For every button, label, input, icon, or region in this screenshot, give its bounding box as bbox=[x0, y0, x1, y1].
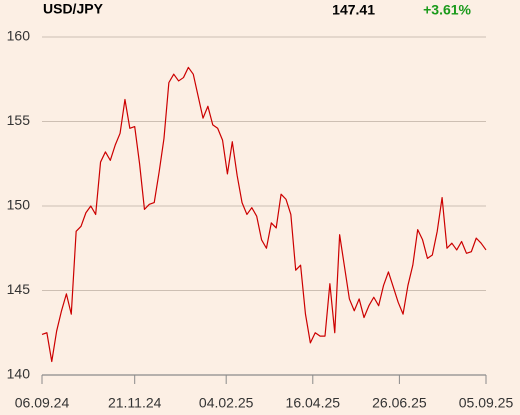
x-tick-label: 04.02.25 bbox=[199, 395, 254, 411]
line-series bbox=[41, 66, 487, 363]
x-tick-label: 05.09.25 bbox=[459, 395, 514, 411]
x-tick-label: 26.06.25 bbox=[372, 395, 427, 411]
chart-title: USD/JPY bbox=[43, 1, 104, 17]
last-price: 147.41 bbox=[332, 2, 375, 18]
y-tick-label: 155 bbox=[7, 112, 31, 128]
y-tick-label: 145 bbox=[7, 281, 31, 297]
x-tick-label: 21.11.24 bbox=[108, 395, 162, 411]
y-tick-label: 160 bbox=[7, 28, 31, 44]
change: +3.61% bbox=[423, 2, 471, 18]
x-tick-label: 16.04.25 bbox=[286, 395, 341, 411]
x-tick-label: 06.09.24 bbox=[15, 395, 70, 411]
y-tick-label: 140 bbox=[7, 366, 31, 382]
y-tick-label: 150 bbox=[7, 197, 31, 213]
